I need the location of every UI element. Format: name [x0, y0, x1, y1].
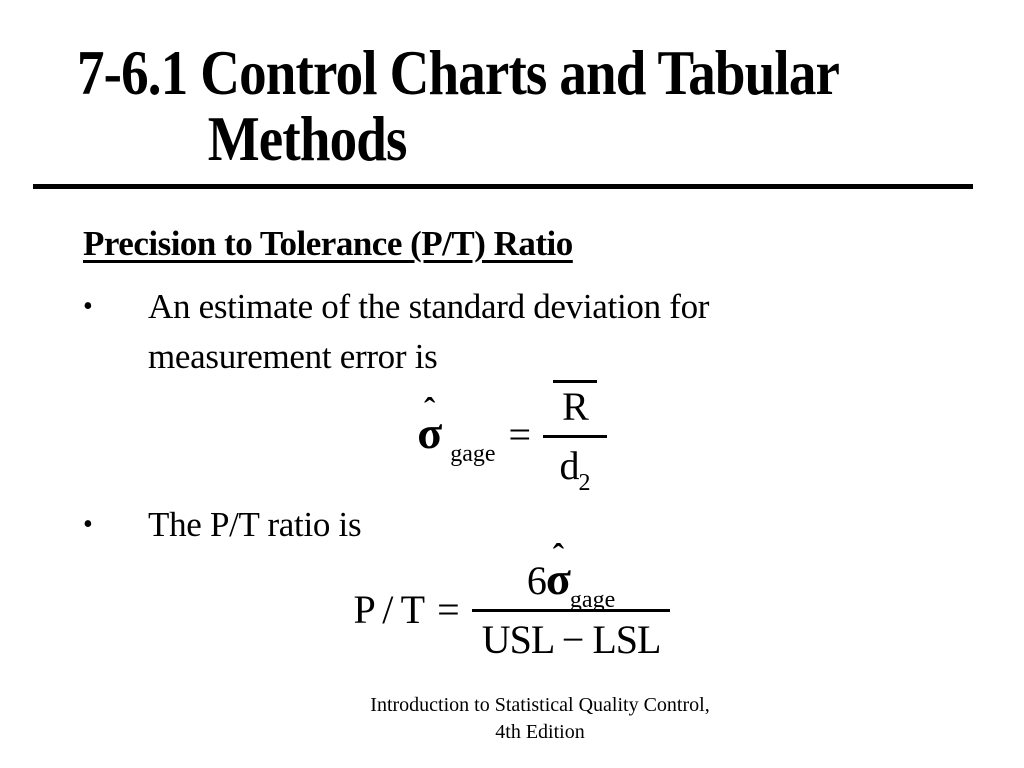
formula-lhs-pt: P / T — [353, 586, 426, 632]
fraction-numerator: 6 ˆ σgage — [517, 540, 625, 614]
slide-footer: Introduction to Statistical Quality Cont… — [56, 692, 1024, 746]
formula-pt-ratio-row: P / T = 6 ˆ σgage USL − LSL — [353, 540, 671, 662]
fraction-rbar-d2: R d2 — [543, 380, 607, 497]
sigma-glyph: σ — [545, 553, 571, 604]
coefficient-6: 6 — [526, 558, 547, 603]
fraction-bar — [471, 609, 671, 612]
bullet-item-1: • An estimate of the standard deviation … — [83, 282, 848, 382]
slide-title-line2: Methods — [207, 103, 408, 174]
subscript-2: 2 — [578, 470, 591, 496]
hat-accent: ˆ — [552, 538, 564, 575]
slide-title-line1: 7-6.1 Control Charts and Tabular — [77, 37, 840, 108]
equals-sign: = — [508, 411, 532, 457]
r-bar-symbol: R — [553, 380, 597, 427]
formula-pt-ratio: P / T = 6 ˆ σgage USL − LSL — [0, 540, 1024, 662]
footer-line1: Introduction to Statistical Quality Cont… — [370, 694, 710, 716]
equals-sign: = — [437, 586, 460, 632]
fraction-6sigma-usl-lsl: 6 ˆ σgage USL − LSL — [471, 540, 671, 662]
bullet-item-2: • The P/T ratio is — [83, 500, 362, 550]
fraction-numerator: R — [543, 380, 607, 435]
fraction-denominator: d2 — [549, 438, 600, 497]
formula-lhs-sigma-gage: ˆ σ gage — [417, 394, 495, 468]
slide-title: 7-6.1 Control Charts and Tabular Methods — [77, 37, 840, 174]
section-heading: Precision to Tolerance (P/T) Ratio — [83, 224, 573, 263]
bullet-text-1: An estimate of the standard deviation fo… — [148, 287, 710, 376]
fraction-denominator: USL − LSL — [481, 617, 662, 662]
subscript-gage: gage — [450, 441, 496, 467]
d-glyph: d — [559, 443, 579, 488]
formula-sigma-gage-row: ˆ σ gage = R d2 — [417, 380, 607, 497]
hat-accent: ˆ — [424, 392, 435, 429]
title-divider-rule — [33, 184, 973, 189]
subscript-gage: gage — [569, 587, 616, 613]
bullet-marker: • — [83, 291, 93, 322]
footer-line2: 4th Edition — [495, 721, 585, 743]
formula-sigma-gage: ˆ σ gage = R d2 — [0, 380, 1024, 497]
fraction-bar — [543, 435, 607, 438]
sigma-hat-symbol: ˆ σ — [417, 394, 442, 458]
bullet-text-2: The P/T ratio is — [148, 505, 362, 544]
bullet-marker: • — [83, 509, 93, 540]
sigma-glyph: σ — [417, 407, 442, 458]
